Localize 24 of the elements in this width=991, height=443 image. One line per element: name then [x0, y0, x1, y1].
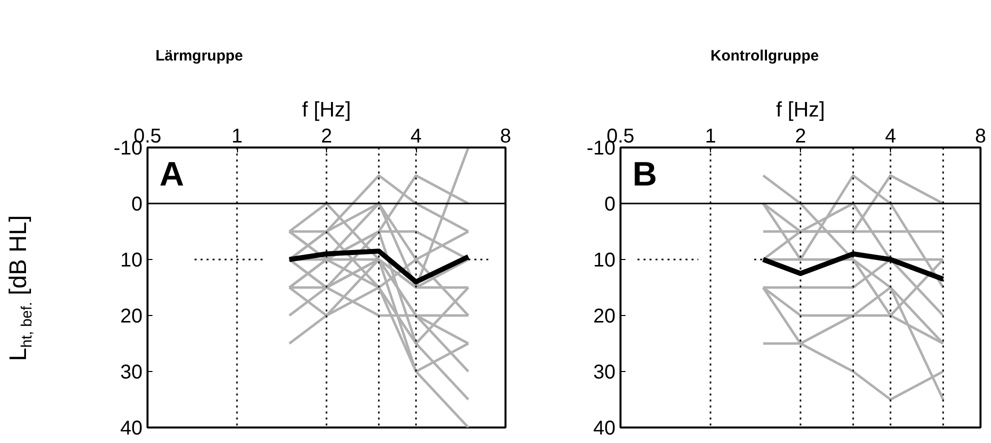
y-tick-label: 30 — [120, 362, 143, 384]
x-tick-label: 8 — [500, 126, 512, 148]
x-tick-label: 2 — [320, 126, 332, 148]
y-tick-label: 20 — [593, 306, 616, 328]
x-tick-label: 1 — [704, 126, 716, 148]
y-tick-label: 10 — [120, 250, 143, 272]
y-tick-label: 0 — [604, 194, 616, 216]
annotation: A — [160, 156, 184, 194]
y-tick-label: 10 — [593, 250, 616, 272]
y-tick-label: 0 — [131, 194, 142, 216]
x-tick-label: 1 — [231, 126, 243, 148]
y-tick-label: 40 — [593, 418, 616, 440]
y-tick-label: 40 — [120, 418, 143, 440]
y-tick-label: 30 — [593, 362, 616, 384]
chart-title: Kontrollgruppe — [710, 48, 819, 64]
x-tick-label: 8 — [974, 126, 986, 148]
chart-title: Lärmgruppe — [156, 48, 244, 64]
x-tick-label: 2 — [794, 126, 806, 148]
x-tick-label: 4 — [410, 126, 422, 148]
annotation: B — [632, 156, 658, 194]
x-axis-title: f [Hz] — [776, 98, 826, 122]
y-tick-label: 20 — [120, 306, 143, 328]
x-tick-label: 4 — [884, 126, 896, 148]
x-axis-title: f [Hz] — [302, 98, 352, 122]
